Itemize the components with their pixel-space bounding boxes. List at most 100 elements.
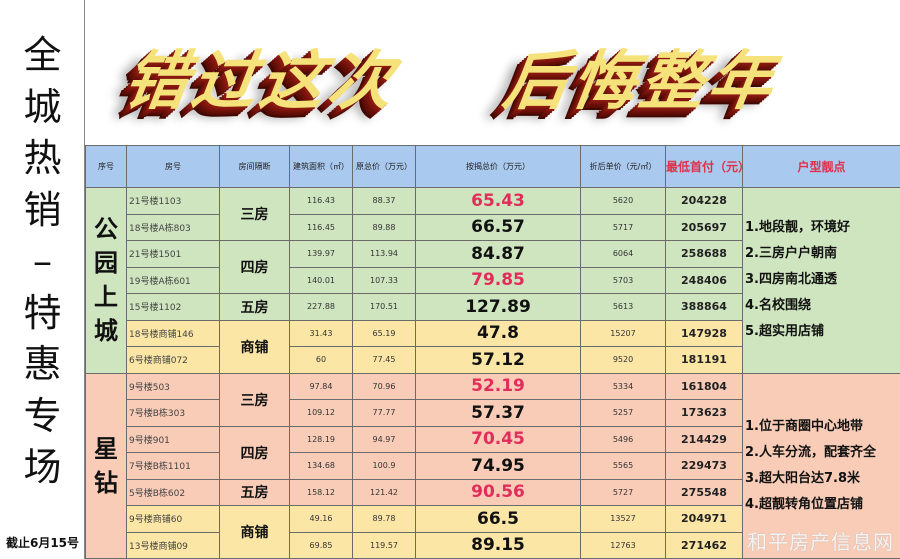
mortgage-price: 57.37	[415, 399, 581, 427]
table-row: 公园上城 21号楼1103 三房 116.43 88.37 65.43 5620 204228…	[85, 187, 900, 374]
min-down-payment: 388864	[665, 293, 743, 321]
table-row: 19号楼A栋601 140.01 107.33 79.85 5703 248406	[86, 266, 900, 294]
original-price: 100.9	[352, 452, 416, 480]
min-down-payment: 275548	[665, 478, 743, 506]
mortgage-price: 52.19	[415, 372, 581, 400]
unit-price: 5620	[580, 187, 666, 215]
room-type: 商铺	[219, 505, 290, 559]
area: 69.85	[289, 531, 353, 559]
table-row: 5号楼B栋602 五房 158.12 121.42 90.56 5727 275548	[86, 478, 900, 506]
project-name-char: 上	[94, 283, 118, 312]
original-price: 77.45	[352, 346, 416, 374]
room-type: 商铺	[219, 319, 290, 374]
original-price: 88.37	[352, 187, 416, 215]
min-down-payment: 204228	[665, 187, 743, 215]
mortgage-price: 70.45	[415, 425, 581, 453]
area: 128.19	[289, 425, 353, 453]
room-number: 15号楼1102	[126, 293, 220, 321]
unit-price: 5334	[580, 372, 666, 400]
room-number: 18号楼A栋803	[126, 213, 220, 241]
unit-price: 5565	[580, 452, 666, 480]
area: 134.68	[289, 452, 353, 480]
selling-point: 4.名校围绕	[745, 298, 811, 314]
column-header: 折后单价（元/㎡）	[580, 145, 666, 188]
project-name: 公园上城	[85, 187, 127, 374]
side-title-char: 销	[23, 187, 62, 232]
room-number: 21号楼1501	[126, 240, 220, 268]
selling-point: 2.人车分流，配套齐全	[745, 444, 876, 460]
room-number: 9号楼商铺60	[126, 505, 220, 533]
original-price: 170.51	[352, 293, 416, 321]
side-title-char: 特	[23, 290, 62, 335]
table-row: 9号楼商铺60 商铺 49.16 89.78 66.5 13527 204971	[86, 505, 900, 559]
column-header: 建筑面积（㎡）	[289, 145, 353, 188]
area: 116.45	[289, 213, 353, 241]
area: 97.84	[289, 372, 353, 400]
mortgage-price: 74.95	[415, 452, 581, 480]
table-row: 21号楼1501 四房 139.97 113.94 84.87 6064 258688	[86, 240, 900, 294]
selling-point: 4.超靓转角位置店铺	[745, 496, 863, 512]
selling-points: 1.位于商圈中心地带 2.人车分流，配套齐全 3.超大阳台达7.8米 4.超靓转角位置…	[742, 372, 900, 559]
area: 60	[289, 346, 353, 374]
mortgage-price: 66.57	[415, 213, 581, 241]
column-header: 按揭总价（万元）	[415, 145, 581, 188]
side-title-char: –	[33, 239, 52, 283]
mortgage-price: 66.5	[415, 505, 581, 533]
table-row: 星钻 9号楼503 三房 97.84 70.96 52.19 5334 161804 1.位于商…	[85, 372, 900, 559]
banner: 错过这次 后悔整年	[85, 0, 900, 145]
min-down-payment: 204971	[665, 505, 743, 533]
min-down-payment: 147928	[665, 319, 743, 347]
room-type: 三房	[219, 372, 290, 427]
column-header: 原总价（万元）	[352, 145, 416, 188]
mortgage-price: 57.12	[415, 346, 581, 374]
original-price: 113.94	[352, 240, 416, 268]
unit-price: 5613	[580, 293, 666, 321]
min-down-payment: 229473	[665, 452, 743, 480]
table-row: 6号楼商铺072 60 77.45 57.12 9520 181191	[86, 346, 900, 374]
original-price: 65.19	[352, 319, 416, 347]
column-header: 序号	[85, 145, 127, 188]
price-table: 序号 房号 房间隔断 建筑面积（㎡） 原总价（万元） 按揭总价（万元） 折后单价（元/㎡）最…	[85, 145, 900, 559]
project-name-char: 园	[94, 249, 118, 278]
area: 116.43	[289, 187, 353, 215]
min-down-payment: 248406	[665, 266, 743, 294]
side-panel: 全城热销 – 特惠专场 截止6月15号	[0, 0, 85, 559]
table-header: 序号 房号 房间隔断 建筑面积（㎡） 原总价（万元） 按揭总价（万元） 折后单价（元/㎡）最…	[85, 145, 900, 188]
column-header: 房间隔断	[219, 145, 290, 188]
room-type: 三房	[219, 187, 290, 241]
area: 140.01	[289, 266, 353, 294]
unit-price: 6064	[580, 240, 666, 268]
table-row: 9号楼901 四房 128.19 94.97 70.45 5496 214429	[86, 425, 900, 480]
project-name-char: 城	[94, 317, 118, 346]
area: 139.97	[289, 240, 353, 268]
room-number: 7号楼B栋1101	[126, 452, 220, 480]
banner-text-1: 错过这次	[118, 44, 402, 119]
min-down-payment: 205697	[665, 213, 743, 241]
side-title-char: 惠	[23, 342, 62, 386]
banner-text-2: 后悔整年	[498, 44, 782, 119]
room-type: 五房	[219, 293, 290, 321]
room-number: 18号楼商铺146	[126, 319, 220, 347]
cutoff-date: 截止6月15号	[5, 536, 80, 550]
selling-point: 2.三房户户朝南	[745, 246, 837, 262]
original-price: 77.77	[352, 399, 416, 427]
original-price: 107.33	[352, 266, 416, 294]
side-title-char: 全	[23, 33, 62, 77]
mortgage-price: 47.8	[415, 319, 581, 347]
room-number: 21号楼1103	[126, 187, 220, 215]
selling-points: 1.地段靓，环境好 2.三房户户朝南 3.四房南北通透 4.名校围绕 5.超实用店铺	[742, 187, 900, 374]
selling-point: 5.超实用店铺	[745, 324, 824, 340]
side-title-char: 城	[23, 84, 62, 129]
original-price: 94.97	[352, 425, 416, 453]
column-header: 户型靓点	[742, 145, 900, 188]
watermark: 和平房产信息网	[747, 530, 894, 554]
original-price: 119.57	[352, 531, 416, 559]
area: 49.16	[289, 505, 353, 533]
unit-price: 13527	[580, 505, 666, 533]
min-down-payment: 258688	[665, 240, 743, 268]
unit-price: 5257	[580, 399, 666, 427]
min-down-payment: 271462	[665, 531, 743, 559]
table-row: 15号楼1102 五房 227.88 170.51 127.89 5613 388864	[86, 293, 900, 321]
table-row: 18号楼商铺146 商铺 31.43 65.19 47.8 15207 147928	[86, 319, 900, 374]
room-type: 四房	[219, 425, 290, 480]
